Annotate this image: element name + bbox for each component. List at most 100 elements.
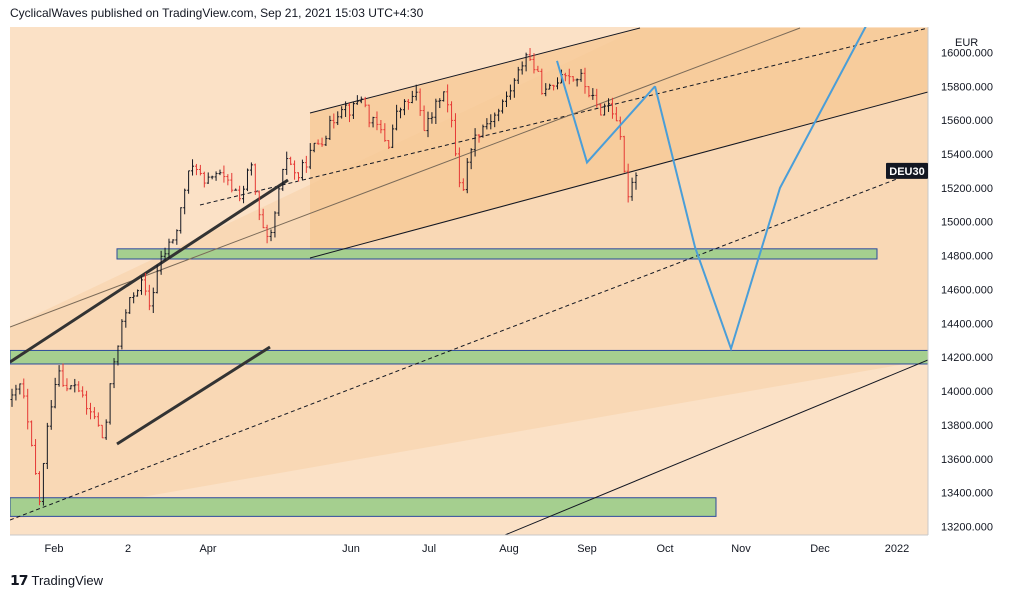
candle[interactable] <box>26 388 30 430</box>
candle[interactable] <box>387 140 391 150</box>
candle[interactable] <box>147 284 151 311</box>
candle[interactable] <box>375 111 379 131</box>
candle[interactable] <box>155 264 159 294</box>
candle[interactable] <box>191 159 195 176</box>
candle[interactable] <box>265 224 269 244</box>
candle[interactable] <box>120 319 124 350</box>
candle[interactable] <box>430 112 434 124</box>
candle[interactable] <box>434 98 438 124</box>
candle[interactable] <box>300 159 304 181</box>
candle[interactable] <box>626 163 630 203</box>
candle[interactable] <box>348 102 352 123</box>
candle[interactable] <box>304 155 308 173</box>
candle[interactable] <box>253 163 257 195</box>
candle[interactable] <box>37 471 41 506</box>
candle[interactable] <box>552 84 556 91</box>
candle[interactable] <box>116 345 120 366</box>
candle[interactable] <box>383 123 387 142</box>
x-axis[interactable]: Feb 2 Apr Jun Jul Aug Sep Oct Nov Dec 2022 <box>45 543 910 555</box>
candle[interactable] <box>410 90 414 104</box>
candle[interactable] <box>426 111 430 138</box>
candle[interactable] <box>230 172 234 193</box>
candle[interactable] <box>281 168 285 192</box>
candle[interactable] <box>477 134 481 143</box>
candle[interactable] <box>610 97 614 119</box>
candle[interactable] <box>595 88 599 108</box>
candle[interactable] <box>81 386 85 398</box>
candle[interactable] <box>622 135 626 173</box>
candle[interactable] <box>344 101 348 117</box>
price-chart[interactable]: EUR 13200.000 13400.000 13600.000 13800.000… <box>0 0 1009 560</box>
candle[interactable] <box>65 378 69 392</box>
candle[interactable] <box>485 118 489 130</box>
candle[interactable] <box>575 78 579 87</box>
candle[interactable] <box>249 162 253 176</box>
candle[interactable] <box>22 378 26 399</box>
candle[interactable] <box>508 84 512 100</box>
candle[interactable] <box>473 128 477 157</box>
candle[interactable] <box>293 160 297 180</box>
candle[interactable] <box>159 250 163 275</box>
candle[interactable] <box>100 424 104 439</box>
trend-line[interactable] <box>309 91 928 259</box>
candle[interactable] <box>108 383 112 425</box>
candle[interactable] <box>446 84 450 113</box>
candle[interactable] <box>351 101 355 119</box>
candle[interactable] <box>41 462 45 506</box>
candle[interactable] <box>418 88 422 116</box>
candle[interactable] <box>171 239 175 244</box>
candle[interactable] <box>363 96 367 108</box>
candle[interactable] <box>88 402 92 420</box>
candle[interactable] <box>285 151 289 175</box>
candle[interactable] <box>77 381 81 393</box>
candle[interactable] <box>222 165 226 183</box>
y-axis[interactable]: 13200.000 13400.000 13600.000 13800.000 1400… <box>941 47 993 533</box>
candle[interactable] <box>140 276 144 295</box>
candle[interactable] <box>104 419 108 440</box>
candle[interactable] <box>607 98 611 112</box>
candle[interactable] <box>296 172 300 182</box>
candle[interactable] <box>179 207 183 234</box>
candle[interactable] <box>548 83 552 90</box>
candle[interactable] <box>124 309 128 328</box>
candle[interactable] <box>457 147 461 188</box>
candle[interactable] <box>132 292 136 304</box>
candle[interactable] <box>269 229 273 242</box>
candle[interactable] <box>151 287 155 314</box>
candle[interactable] <box>591 88 595 100</box>
candle[interactable] <box>69 385 73 390</box>
candle[interactable] <box>399 107 403 119</box>
candle[interactable] <box>49 399 53 430</box>
candle[interactable] <box>73 378 77 393</box>
candle[interactable] <box>312 142 316 153</box>
candle[interactable] <box>167 238 171 259</box>
candle[interactable] <box>45 422 49 470</box>
candle[interactable] <box>579 68 583 82</box>
candle[interactable] <box>14 384 18 401</box>
candle[interactable] <box>226 174 230 186</box>
support-zone[interactable] <box>10 349 928 365</box>
candle[interactable] <box>340 106 344 119</box>
candle[interactable] <box>461 178 465 191</box>
candle[interactable] <box>489 114 493 130</box>
candle[interactable] <box>136 289 140 297</box>
candle[interactable] <box>214 171 218 181</box>
candle[interactable] <box>634 172 638 190</box>
candle[interactable] <box>540 68 544 95</box>
candle[interactable] <box>218 169 222 176</box>
candle[interactable] <box>316 139 320 145</box>
candle[interactable] <box>512 78 516 98</box>
trend-line[interactable] <box>10 166 928 521</box>
candle[interactable] <box>308 143 312 170</box>
candle[interactable] <box>422 105 426 132</box>
candle[interactable] <box>516 66 520 84</box>
candle[interactable] <box>175 229 179 245</box>
candle[interactable] <box>406 99 410 110</box>
candle[interactable] <box>355 95 359 105</box>
support-zone[interactable] <box>116 248 878 260</box>
candle[interactable] <box>402 99 406 116</box>
candle[interactable] <box>261 208 265 229</box>
candle[interactable] <box>614 106 618 122</box>
candle[interactable] <box>245 168 249 192</box>
candle[interactable] <box>567 68 571 85</box>
